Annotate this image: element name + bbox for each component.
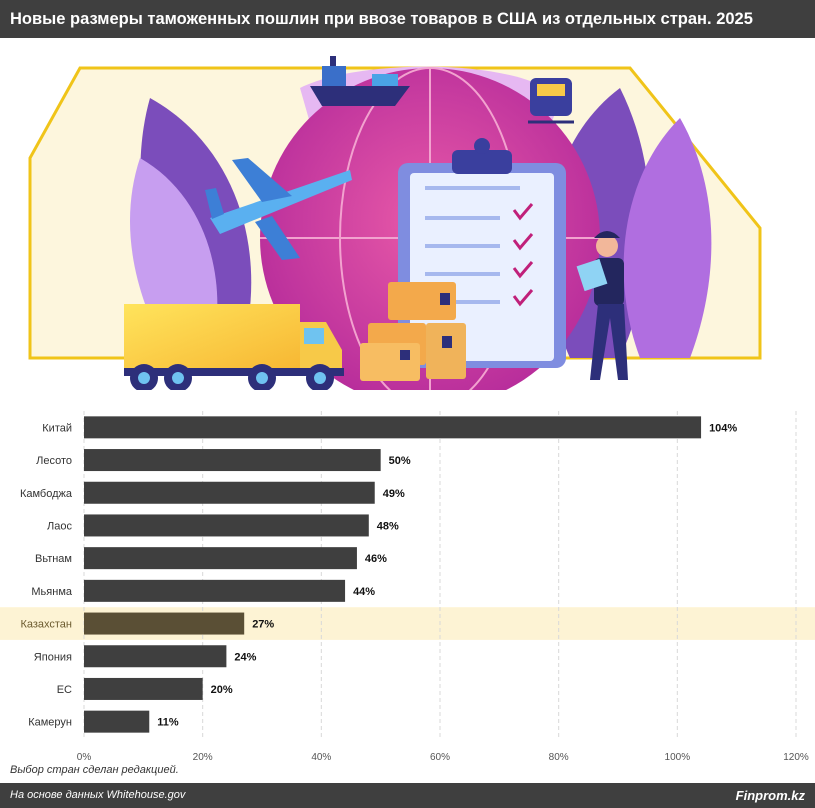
category-label: Казахстан — [20, 619, 72, 631]
page-title: Новые размеры таможенных пошлин при ввоз… — [0, 0, 815, 38]
bar — [84, 449, 381, 472]
chart-bars: Китай 104% Лесото 50% Камбоджа 49% Лаос 48% Вьтн… — [20, 416, 737, 733]
x-tick-label: 100% — [665, 752, 691, 760]
source-text: На основе данных Whitehouse.gov — [10, 789, 186, 801]
ship-icon — [310, 56, 410, 106]
data-label: 49% — [383, 488, 405, 500]
airplane-icon — [205, 158, 352, 260]
tariff-bar-chart: 0% 20% 40% 60% 80% 100% 120% Китай 104% Лесото 50… — [0, 411, 815, 760]
category-label: Китай — [42, 422, 72, 434]
x-tick-label: 120% — [783, 752, 809, 760]
x-tick-label: 80% — [549, 752, 569, 760]
worker-icon — [576, 231, 628, 380]
category-label: Камерун — [28, 717, 72, 729]
bar — [84, 579, 346, 602]
truck-icon — [124, 304, 344, 390]
data-label: 27% — [252, 619, 274, 631]
boxes-icon — [360, 282, 466, 381]
customs-illustration — [28, 56, 762, 390]
bar — [84, 481, 375, 504]
x-tick-label: 0% — [77, 752, 92, 760]
train-icon — [528, 78, 574, 124]
data-label: 44% — [353, 586, 375, 598]
x-tick-label: 20% — [193, 752, 213, 760]
category-label: ЕС — [57, 684, 72, 696]
data-label: 11% — [157, 717, 179, 729]
bar — [84, 645, 227, 668]
category-label: Лаос — [47, 520, 72, 532]
bar — [84, 547, 357, 570]
category-label: Лесото — [36, 455, 72, 467]
category-label: Вьтнам — [35, 553, 72, 565]
bar — [84, 710, 150, 733]
x-tick-label: 60% — [430, 752, 450, 760]
x-tick-label: 40% — [311, 752, 331, 760]
data-label: 104% — [709, 422, 737, 434]
data-label: 20% — [211, 684, 233, 696]
bar — [84, 514, 369, 537]
data-label: 48% — [377, 520, 399, 532]
data-label: 24% — [234, 651, 256, 663]
bar — [84, 416, 702, 439]
category-label: Япония — [34, 651, 72, 663]
brand-logo-text: Finprom.kz — [735, 788, 805, 803]
footer-bar: На основе данных Whitehouse.gov Finprom.… — [0, 783, 815, 808]
editorial-note: Выбор стран сделан редакцией. — [10, 764, 179, 776]
category-label: Мьянма — [31, 586, 72, 598]
category-label: Камбоджа — [20, 488, 73, 500]
data-label: 46% — [365, 553, 387, 565]
bar — [84, 677, 203, 700]
bar — [84, 612, 245, 635]
data-label: 50% — [389, 455, 411, 467]
